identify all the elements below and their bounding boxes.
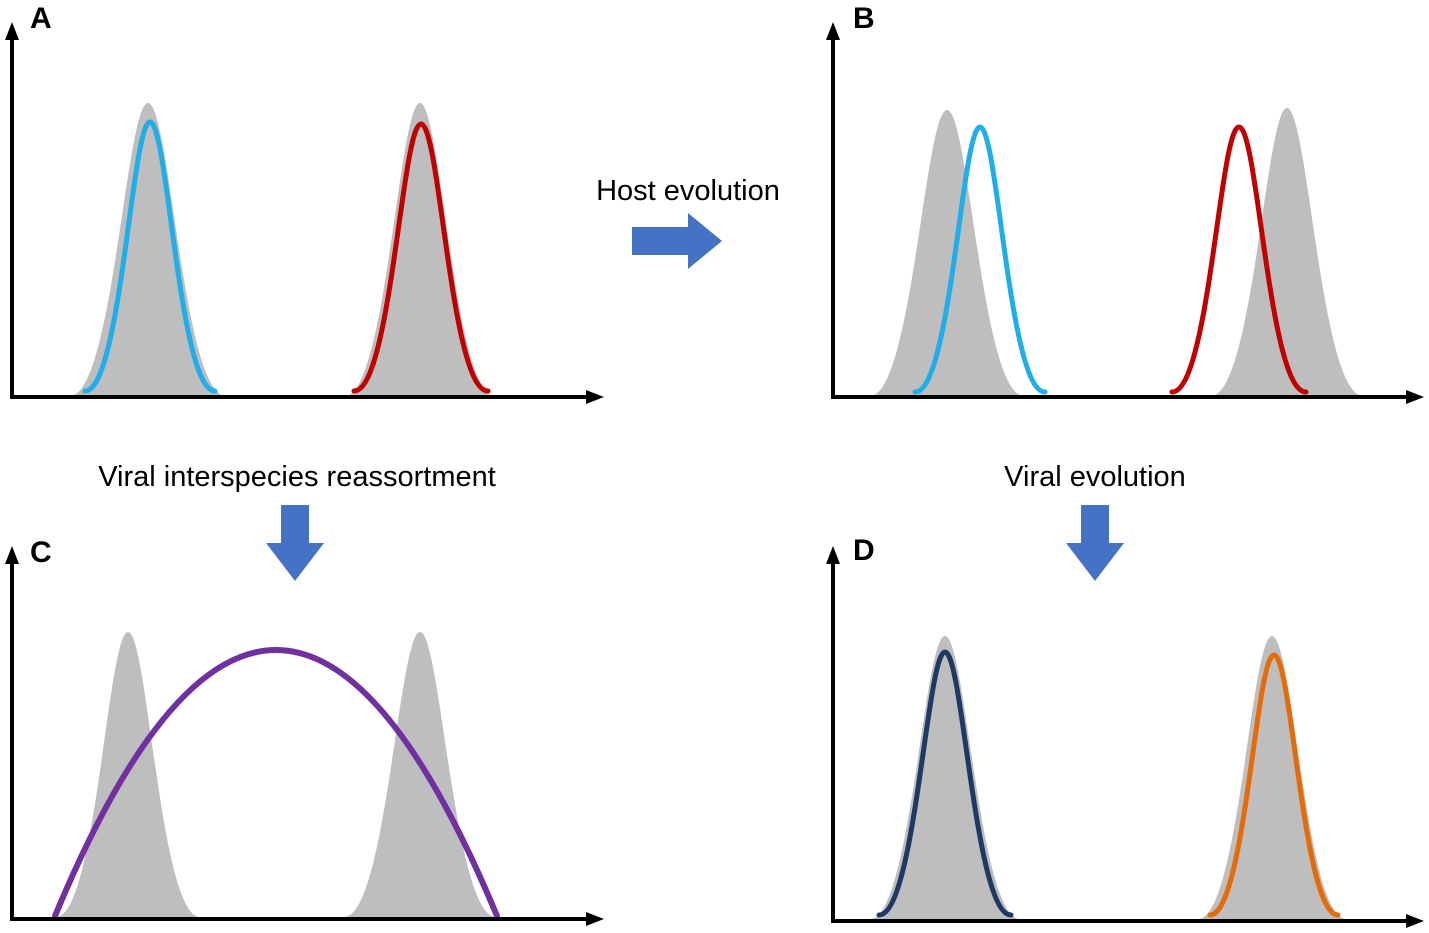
panel-d-y-axis-arrowhead-icon	[826, 546, 840, 564]
panel-c-reassortant-virus-curve	[52, 647, 500, 919]
panel-d-virus2-curve	[1207, 652, 1341, 918]
host-evolution-caption: Host evolution	[596, 175, 780, 207]
panel-b-host1-distribution	[870, 110, 1024, 396]
panel-d-host2-distribution	[1198, 636, 1346, 919]
panel-c-label: C	[30, 536, 52, 569]
panel-b-host2-distribution	[1211, 108, 1363, 396]
panel-d-host1-distribution	[870, 636, 1020, 919]
panel-d	[826, 546, 1424, 928]
panel-a-virus2-curve	[351, 121, 491, 394]
panel-d-x-axis-arrowhead-icon	[1406, 914, 1424, 928]
panel-d-virus1-curve	[876, 649, 1014, 918]
panel-a-y-axis-arrowhead-icon	[5, 22, 19, 40]
panel-b-virus1-curve	[912, 124, 1048, 395]
panel-c-x-axis-arrowhead-icon	[586, 912, 604, 926]
viral-interspecies-reassortment-down-arrow-icon	[266, 505, 324, 581]
host-evolution-right-arrow-icon	[632, 213, 722, 269]
viral-interspecies-reassortment-caption: Viral interspecies reassortment	[98, 461, 496, 493]
panel-b-x-axis-arrowhead-icon	[1406, 390, 1424, 404]
panel-a-host2-distribution	[345, 103, 495, 396]
panel-a-virus1-curve	[82, 119, 218, 394]
panel-a-label: A	[30, 2, 52, 35]
panel-a	[5, 22, 604, 404]
panel-c	[5, 546, 604, 926]
panel-b-y-axis-arrowhead-icon	[826, 22, 840, 40]
viral-evolution-down-arrow-icon	[1066, 505, 1124, 581]
viral-evolution-caption: Viral evolution	[1004, 461, 1186, 493]
panel-d-label: D	[853, 534, 875, 567]
panel-b-label: B	[853, 2, 875, 35]
panel-c-y-axis-arrowhead-icon	[5, 546, 19, 564]
panel-c-host2-distribution	[344, 632, 496, 917]
panel-b-virus2-curve	[1169, 124, 1309, 395]
panel-a-x-axis-arrowhead-icon	[586, 390, 604, 404]
panel-b	[826, 22, 1424, 404]
panel-a-host1-distribution	[70, 103, 226, 396]
